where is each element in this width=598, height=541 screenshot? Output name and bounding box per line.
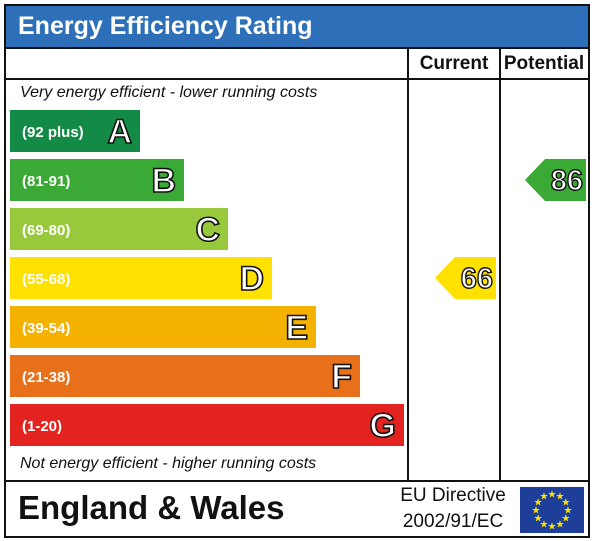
band-range-label: (81-91) <box>22 173 70 190</box>
eu-star-icon: ★ <box>561 514 570 525</box>
band-d: (55-68) D <box>10 257 272 299</box>
band-range-label: (69-80) <box>22 222 70 239</box>
directive-line-1: EU Directive <box>400 485 506 506</box>
efficient-note: Very energy efficient - lower running co… <box>20 84 318 101</box>
eu-star-icon: ★ <box>534 514 543 525</box>
potential-rating-value: 86 <box>551 165 583 197</box>
band-b: (81-91) B <box>10 159 184 201</box>
eu-star-icon: ★ <box>556 519 565 530</box>
band-e: (39-54) E <box>10 306 316 348</box>
potential-rating: 86 <box>525 159 586 201</box>
band-range-label: (39-54) <box>22 320 70 337</box>
band-c: (69-80) C <box>10 208 228 250</box>
potential-column-header: Potential <box>503 53 585 74</box>
band-letter: C <box>195 211 220 249</box>
eu-flag-background <box>520 487 584 533</box>
band-bar-b <box>10 159 184 201</box>
band-a: (92 plus) A <box>10 110 140 152</box>
eu-star-icon: ★ <box>532 506 541 517</box>
eu-star-icon: ★ <box>540 519 549 530</box>
band-letter: D <box>239 260 264 298</box>
current-rating: 66 <box>435 257 496 299</box>
eu-star-icon: ★ <box>548 490 557 501</box>
title-bar: Energy Efficiency Rating <box>4 4 590 48</box>
directive-line-2: 2002/91/EC <box>402 511 504 532</box>
current-column-header: Current <box>419 53 489 74</box>
band-letter: E <box>285 309 308 347</box>
band-range-label: (1-20) <box>22 418 62 435</box>
band-bar-d <box>10 257 272 299</box>
band-bar-a <box>10 110 140 152</box>
eu-flag-icon: ★ ★★★★★★★★★★★ <box>520 487 584 533</box>
current-rating-arrow <box>435 257 496 299</box>
band-f: (21-38) F <box>10 355 360 397</box>
band-letter: A <box>107 113 132 151</box>
eu-star-icon: ★ <box>548 522 557 533</box>
band-bar-g <box>10 404 404 446</box>
inefficient-note: Not energy efficient - higher running co… <box>20 455 317 472</box>
potential-rating-arrow <box>525 159 586 201</box>
band-bar-e <box>10 306 316 348</box>
band-bar-c <box>10 208 228 250</box>
band-letter: G <box>370 407 396 445</box>
chart-title: Energy Efficiency Rating <box>18 12 313 40</box>
eu-star-icon: ★ <box>561 498 570 509</box>
band-letter: F <box>331 358 352 396</box>
band-letter: B <box>151 162 176 200</box>
eu-star-icon: ★ <box>540 492 549 503</box>
region-label: England & Wales <box>18 489 285 526</box>
eu-star-icon: ★ <box>556 492 565 503</box>
chart-frame <box>4 4 590 538</box>
band-range-label: (55-68) <box>22 271 70 288</box>
band-g: (1-20) G <box>10 404 404 446</box>
band-bar-f <box>10 355 360 397</box>
eu-star-icon: ★ <box>534 498 543 509</box>
eu-star-icon: ★ <box>564 506 573 517</box>
current-rating-value: 66 <box>461 263 493 295</box>
band-range-label: (92 plus) <box>22 124 84 141</box>
band-range-label: (21-38) <box>22 369 70 386</box>
